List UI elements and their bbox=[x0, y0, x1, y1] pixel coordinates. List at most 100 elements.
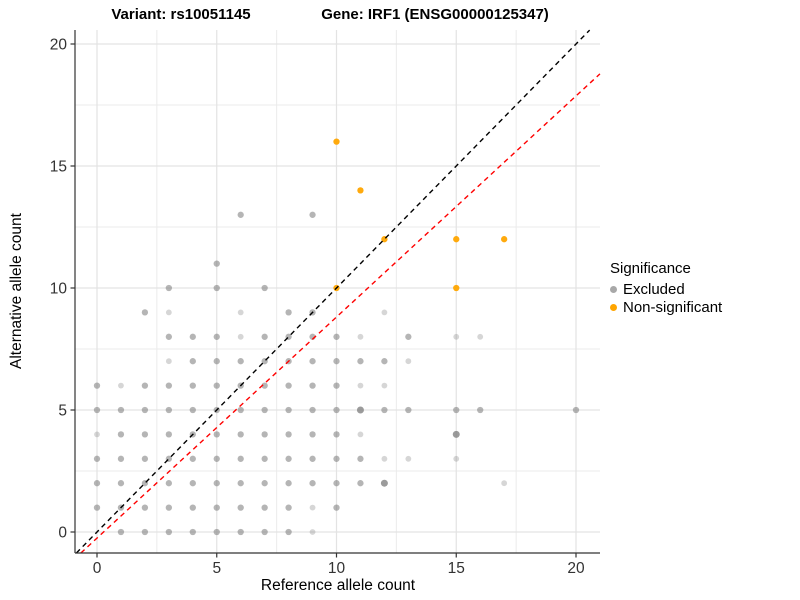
scatter-point-excluded bbox=[285, 480, 292, 487]
scatter-point-excluded bbox=[309, 504, 316, 511]
scatter-point-excluded bbox=[357, 455, 364, 462]
scatter-point-excluded bbox=[189, 480, 196, 487]
scatter-point-excluded bbox=[261, 431, 268, 438]
x-tick-label: 5 bbox=[212, 560, 221, 577]
scatter-point-excluded bbox=[309, 211, 316, 218]
scatter-point-excluded bbox=[309, 382, 316, 389]
legend-title: Significance bbox=[610, 260, 691, 277]
scatter-point-excluded bbox=[405, 358, 412, 365]
scatter-point-excluded bbox=[453, 406, 460, 414]
scatter-point-excluded bbox=[117, 431, 125, 438]
scatter-point-excluded bbox=[93, 382, 101, 389]
scatter-point-excluded bbox=[213, 504, 220, 511]
scatter-point-excluded bbox=[213, 333, 220, 340]
scatter-point-excluded bbox=[333, 358, 340, 365]
scatter-point-excluded bbox=[237, 455, 244, 462]
scatter-point-excluded bbox=[261, 455, 268, 462]
scatter-point-excluded bbox=[141, 382, 149, 389]
scatter-point-excluded bbox=[333, 406, 340, 414]
scatter-point-excluded bbox=[261, 333, 268, 340]
x-axis-title: Reference allele count bbox=[260, 577, 416, 594]
scatter-point-excluded bbox=[237, 431, 244, 438]
scatter-point-excluded bbox=[165, 528, 173, 536]
scatter-point-excluded bbox=[405, 333, 412, 340]
y-tick-label: 0 bbox=[58, 525, 67, 542]
scatter-point-excluded bbox=[261, 284, 268, 292]
scatter-point-excluded bbox=[165, 309, 172, 316]
scatter-point-excluded bbox=[213, 528, 220, 536]
scatter-point-excluded bbox=[285, 406, 292, 414]
scatter-point-excluded bbox=[189, 406, 196, 414]
scatter-point-excluded bbox=[141, 504, 149, 511]
scatter-point-excluded bbox=[261, 528, 268, 536]
scatter-point-excluded bbox=[118, 382, 124, 389]
legend-dot-icon bbox=[610, 303, 617, 311]
scatter-point-excluded bbox=[285, 431, 292, 438]
scatter-point-excluded bbox=[141, 528, 149, 536]
scatter-point-excluded bbox=[189, 333, 196, 340]
scatter-point-non-significant bbox=[453, 236, 460, 243]
scatter-point-excluded bbox=[141, 406, 149, 414]
scatter-point-excluded bbox=[213, 455, 220, 462]
scatter-point-excluded bbox=[93, 406, 101, 414]
scatter-point-excluded bbox=[356, 406, 364, 414]
scatter-point-excluded bbox=[213, 358, 220, 365]
scatter-point-excluded bbox=[453, 333, 460, 340]
scatter-point-excluded bbox=[381, 382, 388, 389]
scatter-point-excluded bbox=[213, 382, 220, 389]
scatter-point-excluded bbox=[141, 309, 149, 316]
scatter-point-excluded bbox=[285, 504, 292, 511]
scatter-point-excluded bbox=[189, 528, 196, 536]
scatter-point-excluded bbox=[165, 333, 173, 340]
scatter-point-excluded bbox=[165, 504, 173, 511]
legend-dot-icon bbox=[610, 285, 617, 293]
scatter-point-excluded bbox=[237, 309, 244, 316]
fit-line bbox=[80, 73, 601, 554]
scatter-point-excluded bbox=[333, 333, 340, 340]
scatter-point-non-significant bbox=[357, 187, 364, 194]
plot-title-gene: Gene: IRF1 (ENSG00000125347) bbox=[321, 6, 549, 23]
scatter-point-excluded bbox=[309, 455, 316, 462]
scatter-point-excluded bbox=[165, 382, 173, 389]
scatter-point-excluded bbox=[572, 406, 580, 414]
scatter-point-excluded bbox=[357, 358, 364, 365]
scatter-point-excluded bbox=[237, 528, 244, 536]
scatter-point-excluded bbox=[237, 333, 244, 340]
scatter-point-excluded bbox=[94, 431, 100, 438]
scatter-point-excluded bbox=[237, 406, 244, 414]
scatter-point-excluded bbox=[261, 382, 268, 389]
scatter-point-excluded bbox=[285, 455, 292, 462]
scatter-point-excluded bbox=[285, 528, 292, 536]
scatter-point-excluded bbox=[333, 382, 340, 389]
scatter-point-excluded bbox=[357, 431, 364, 438]
scatter-point-excluded bbox=[189, 382, 196, 389]
scatter-point-excluded bbox=[381, 358, 388, 365]
scatter-point-excluded bbox=[477, 333, 484, 340]
scatter-point-non-significant bbox=[501, 236, 508, 243]
scatter-point-non-significant bbox=[453, 284, 460, 292]
scatter-point-excluded bbox=[405, 406, 412, 414]
y-tick-label: 15 bbox=[50, 159, 67, 176]
scatter-point-excluded bbox=[381, 455, 388, 462]
scatter-point-excluded bbox=[237, 211, 244, 218]
scatter-point-excluded bbox=[285, 382, 292, 389]
y-tick-label: 20 bbox=[50, 37, 68, 54]
scatter-point-excluded bbox=[501, 480, 508, 487]
plot-title-variant: Variant: rs10051145 bbox=[111, 6, 251, 23]
scatter-point-excluded bbox=[165, 406, 173, 414]
x-tick-label: 20 bbox=[567, 560, 585, 577]
scatter-point-excluded bbox=[213, 260, 220, 267]
scatter-point-excluded bbox=[117, 528, 125, 536]
scatter-point-excluded bbox=[213, 480, 220, 487]
scatter-point-excluded bbox=[261, 504, 268, 511]
legend-item-excluded: Excluded bbox=[610, 280, 722, 298]
scatter-point-excluded bbox=[309, 431, 316, 438]
scatter-point-excluded bbox=[477, 406, 484, 414]
scatter-point-excluded bbox=[165, 284, 173, 292]
scatter-point-excluded bbox=[213, 284, 220, 292]
scatter-point-excluded bbox=[309, 406, 316, 414]
legend-items: Excluded Non-significant bbox=[610, 280, 722, 316]
scatter-point-excluded bbox=[333, 504, 340, 511]
scatter-point-excluded bbox=[309, 529, 316, 535]
